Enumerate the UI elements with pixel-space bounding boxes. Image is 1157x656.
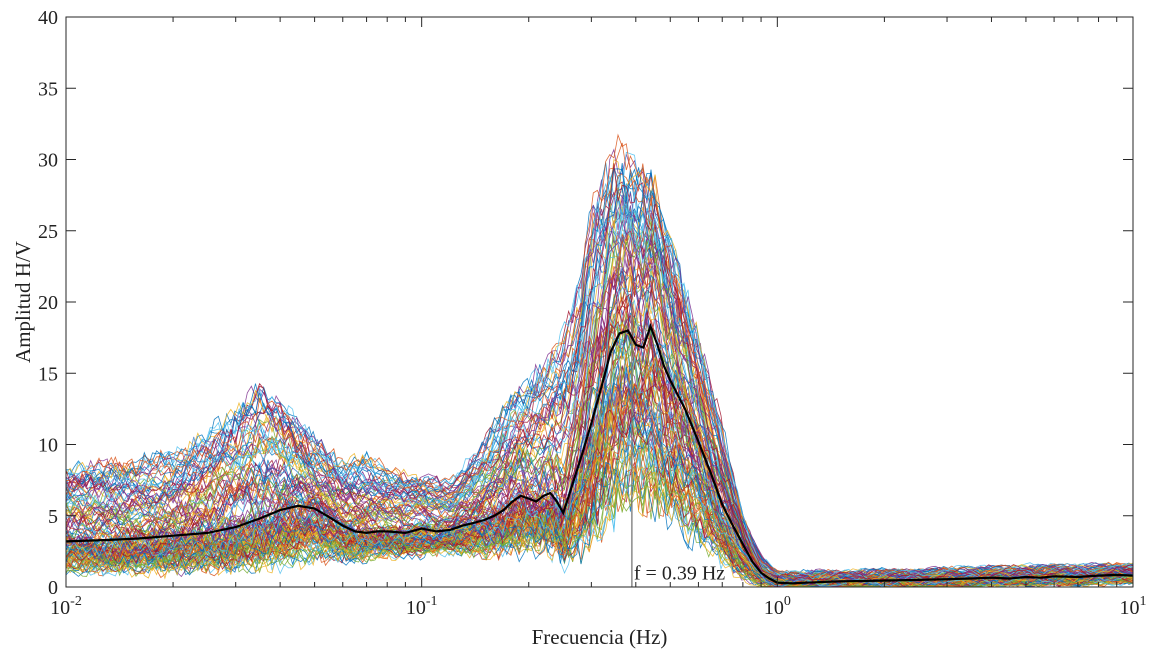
y-axis-ticks: 0 5 10 15 20 25 30 35 40: [38, 7, 1133, 599]
window-curve: [66, 236, 1133, 586]
y-tick-label: 30: [38, 150, 58, 172]
mean-hv-curve: [66, 322, 1133, 585]
plot-area: f = 0.39 Hz: [66, 133, 1133, 587]
window-curve: [66, 239, 1133, 586]
window-curve: [66, 241, 1133, 586]
x-tick-label: 10-1: [406, 594, 438, 619]
window-curve: [66, 186, 1133, 581]
x-axis-label: Frecuencia (Hz): [532, 625, 668, 649]
y-tick-label: 25: [38, 221, 58, 243]
window-curve: [66, 163, 1133, 583]
y-axis-label: Amplitud H/V: [11, 241, 35, 363]
y-tick-label: 20: [38, 292, 58, 314]
window-curve: [66, 188, 1133, 582]
window-curve: [66, 210, 1133, 583]
window-curve: [66, 273, 1133, 587]
y-tick-label: 35: [38, 78, 58, 100]
y-tick-label: 5: [48, 506, 58, 528]
x-axis-ticks: 10-2 10-1 100 101: [50, 17, 1147, 619]
window-curve: [66, 465, 1133, 587]
window-curve: [66, 375, 1133, 587]
y-tick-label: 15: [38, 363, 58, 385]
window-curve: [66, 409, 1133, 587]
window-curve: [66, 205, 1133, 584]
window-curve: [66, 183, 1133, 581]
y-tick-label: 40: [38, 7, 58, 29]
window-curves: [66, 133, 1133, 587]
peak-frequency-annotation: f = 0.39 Hz: [634, 562, 725, 584]
x-tick-label: 101: [1120, 594, 1147, 619]
x-tick-label: 100: [764, 594, 791, 619]
y-tick-label: 0: [48, 577, 58, 599]
window-curve: [66, 336, 1133, 587]
window-curve: [66, 432, 1133, 587]
y-tick-label: 10: [38, 435, 58, 457]
x-tick-label: 10-2: [50, 594, 82, 619]
